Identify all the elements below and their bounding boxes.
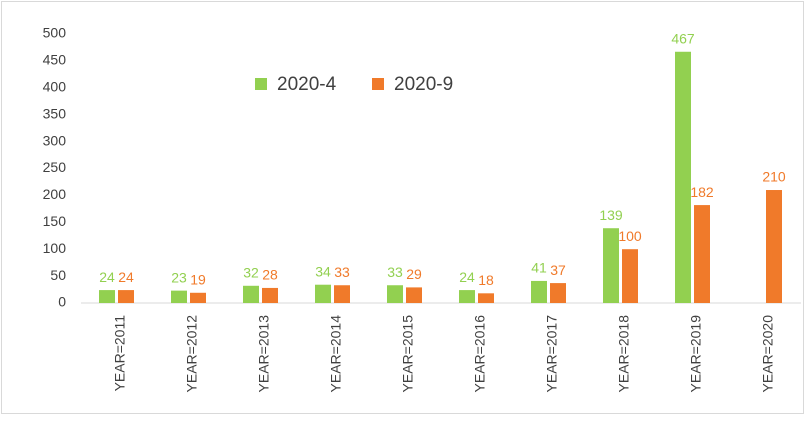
data-label: 467 [671,30,695,46]
legend-swatch [372,78,384,90]
legend-text: 2020-4 [277,74,337,95]
legend-text: 2020-9 [394,74,453,95]
bar [622,249,638,303]
bar [99,290,115,303]
bar [243,285,259,303]
data-label: 33 [387,264,403,280]
data-label: 139 [599,207,623,223]
bar [406,287,422,303]
x-tick-label: YEAR=2013 [256,315,272,393]
y-tick-label: 200 [43,186,67,202]
data-label: 210 [762,169,786,185]
x-tick-label: YEAR=2020 [760,315,776,393]
data-label: 34 [315,263,331,279]
x-tick-label: YEAR=2012 [184,315,200,393]
data-label: 29 [406,266,422,282]
y-tick-label: 350 [43,105,67,121]
bar [190,292,206,303]
bar [478,293,494,303]
data-label: 18 [478,272,494,288]
x-tick-label: YEAR=2014 [328,315,344,393]
bar [171,290,187,303]
data-label: 32 [243,264,259,280]
chart-frame [1,1,804,414]
bar [262,287,278,303]
y-tick-label: 300 [43,132,67,148]
x-tick-label: YEAR=2018 [616,315,632,393]
data-label: 33 [334,264,350,280]
y-tick-label: 500 [43,25,67,41]
x-tick-label: YEAR=2019 [688,315,704,393]
data-label: 100 [618,228,642,244]
data-label: 41 [531,260,547,276]
bar [118,290,134,303]
x-tick-label: YEAR=2016 [472,315,488,393]
legend-swatch [255,78,267,90]
bar [459,290,475,303]
y-tick-label: 450 [43,52,67,68]
bar [603,228,619,303]
data-label: 24 [118,269,134,285]
bar [694,205,710,303]
x-tick-label: YEAR=2015 [400,315,416,393]
y-tick-label: 400 [43,79,67,95]
x-tick-label: YEAR=2011 [112,315,128,392]
data-label: 28 [262,267,278,283]
y-tick-label: 250 [43,159,67,175]
bar [766,190,782,303]
bar [550,283,566,303]
data-label: 19 [190,271,206,287]
y-tick-label: 150 [43,213,67,229]
y-tick-label: 0 [58,294,66,310]
data-label: 37 [550,262,566,278]
bar [387,285,403,303]
x-tick-label: YEAR=2017 [544,315,560,393]
data-label: 182 [690,184,714,200]
bar [531,280,547,303]
data-label: 23 [171,269,187,285]
bar [334,285,350,303]
y-tick-label: 100 [43,240,67,256]
data-label: 24 [99,269,115,285]
bar [675,51,691,304]
data-label: 24 [459,269,475,285]
bar [315,284,331,303]
y-tick-label: 50 [50,267,66,283]
